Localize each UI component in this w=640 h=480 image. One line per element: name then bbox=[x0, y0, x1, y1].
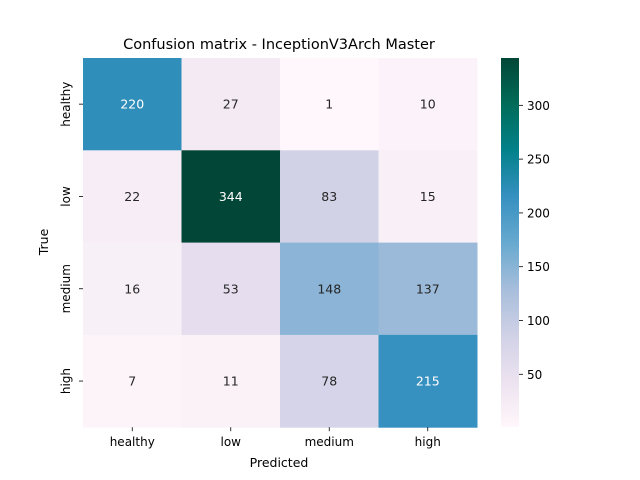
heatmap-cell bbox=[181, 150, 281, 244]
colorbar-tick-label: 250 bbox=[527, 153, 550, 167]
cell-value-label: 344 bbox=[219, 189, 243, 204]
x-tick-label: healthy bbox=[110, 435, 155, 449]
heatmap-cell bbox=[83, 334, 182, 428]
heatmap-cell bbox=[280, 150, 379, 244]
y-tick-label: medium bbox=[59, 264, 73, 313]
cell-value-label: 27 bbox=[223, 97, 239, 112]
colorbar: 50 100 150 200 250 300 bbox=[501, 58, 550, 427]
cell-value-label: 148 bbox=[317, 281, 341, 296]
heatmap-cell bbox=[181, 334, 281, 428]
heatmap-cells: 220 27 1 10 22 344 83 15 16 53 148 137 7 11 78 215 bbox=[83, 58, 478, 428]
colorbar-gradient bbox=[501, 58, 519, 427]
cell-value-label: 10 bbox=[420, 97, 436, 112]
heatmap-cell bbox=[378, 58, 478, 151]
cell-value-label: 78 bbox=[321, 374, 337, 389]
cell-value-label: 1 bbox=[325, 97, 333, 112]
cell-value-label: 22 bbox=[124, 189, 140, 204]
y-tick-label: healthy bbox=[59, 82, 73, 127]
y-tick-label: high bbox=[59, 368, 73, 394]
cell-value-label: 215 bbox=[416, 374, 440, 389]
colorbar-tick-label: 200 bbox=[527, 206, 550, 220]
heatmap-cell bbox=[378, 150, 478, 244]
colorbar-tick-label: 300 bbox=[527, 99, 550, 113]
heatmap-cell bbox=[181, 242, 281, 336]
cell-value-label: 15 bbox=[420, 189, 436, 204]
cell-value-label: 7 bbox=[128, 374, 136, 389]
heatmap-cell bbox=[280, 58, 379, 151]
y-axis-label: True bbox=[36, 228, 51, 256]
heatmap-cell bbox=[83, 150, 182, 244]
cell-value-label: 137 bbox=[416, 281, 440, 296]
x-axis-ticks: healthy low medium high bbox=[110, 427, 441, 449]
heatmap-cell bbox=[280, 242, 379, 336]
cell-value-label: 220 bbox=[120, 97, 144, 112]
cell-value-label: 53 bbox=[223, 281, 239, 296]
cell-value-label: 16 bbox=[124, 281, 140, 296]
cell-value-label: 11 bbox=[223, 374, 239, 389]
x-tick-label: low bbox=[221, 435, 242, 449]
colorbar-tick-label: 100 bbox=[527, 314, 550, 328]
y-axis-ticks: healthy low medium high bbox=[59, 82, 83, 394]
cell-value-label: 83 bbox=[321, 189, 337, 204]
y-tick-label: low bbox=[59, 186, 73, 207]
chart-title: Confusion matrix - InceptionV3Arch Maste… bbox=[123, 37, 435, 53]
colorbar-tick-label: 50 bbox=[527, 368, 542, 382]
x-tick-label: high bbox=[415, 435, 441, 449]
heatmap-cell bbox=[378, 242, 478, 336]
heatmap-cell bbox=[280, 334, 379, 428]
heatmap-cell bbox=[83, 242, 182, 336]
x-axis-label: Predicted bbox=[250, 455, 309, 470]
heatmap-cell bbox=[181, 58, 281, 151]
x-tick-label: medium bbox=[305, 435, 354, 449]
colorbar-tick-label: 150 bbox=[527, 260, 550, 274]
heatmap-cell bbox=[83, 58, 182, 151]
heatmap-cell bbox=[378, 334, 478, 428]
